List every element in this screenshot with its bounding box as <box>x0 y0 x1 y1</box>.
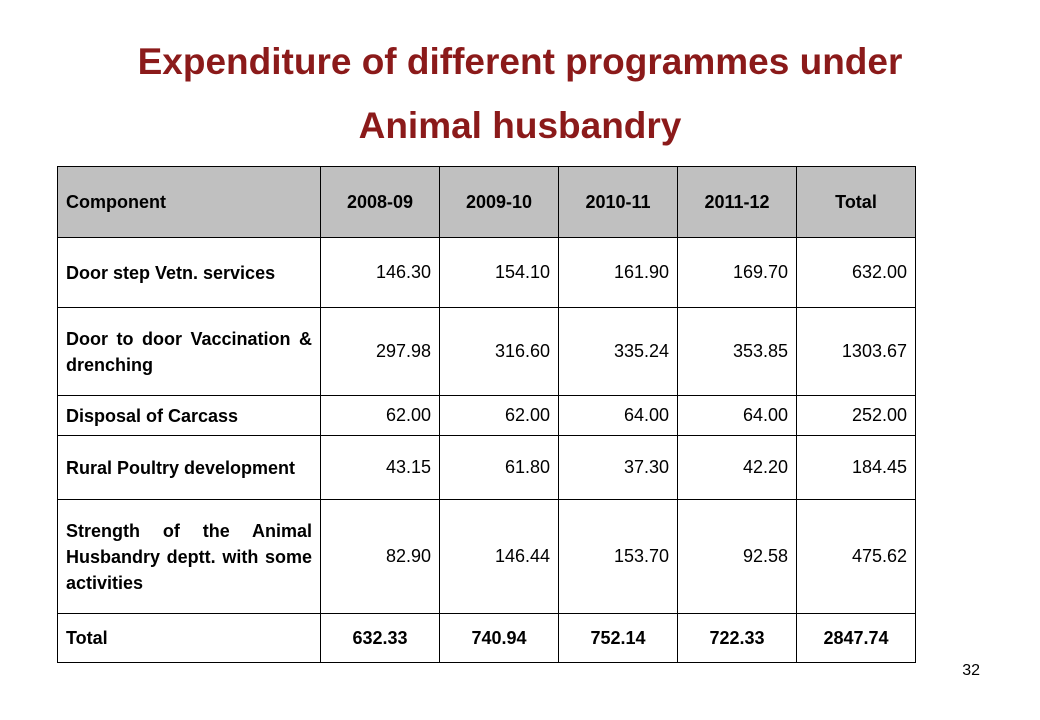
cell-value: 335.24 <box>558 307 678 396</box>
cell-value: 184.45 <box>796 435 916 500</box>
cell-total-value: 752.14 <box>558 613 678 663</box>
table-header-row: Component 2008-09 2009-10 2010-11 2011-1… <box>57 166 916 238</box>
cell-value: 632.00 <box>796 237 916 308</box>
cell-value: 64.00 <box>677 395 797 436</box>
row-component-label: Disposal of Carcass <box>57 395 321 436</box>
page-number: 32 <box>962 662 980 679</box>
row-component-label: Strength of the Animal Husbandry deptt. … <box>57 499 321 614</box>
cell-total-value: 632.33 <box>320 613 440 663</box>
header-total: Total <box>796 166 916 238</box>
cell-value: 252.00 <box>796 395 916 436</box>
header-2011-12: 2011-12 <box>677 166 797 238</box>
cell-value: 82.90 <box>320 499 440 614</box>
cell-value: 146.44 <box>439 499 559 614</box>
cell-value: 62.00 <box>320 395 440 436</box>
cell-total-value: 722.33 <box>677 613 797 663</box>
row-component-label: Rural Poultry development <box>57 435 321 500</box>
table-row: Door step Vetn. services 146.30 154.10 1… <box>57 237 916 308</box>
cell-value: 1303.67 <box>796 307 916 396</box>
cell-value: 61.80 <box>439 435 559 500</box>
header-2009-10: 2009-10 <box>439 166 559 238</box>
cell-value: 169.70 <box>677 237 797 308</box>
table-total-row: Total 632.33 740.94 752.14 722.33 2847.7… <box>57 613 916 663</box>
cell-value: 43.15 <box>320 435 440 500</box>
cell-value: 62.00 <box>439 395 559 436</box>
cell-value: 297.98 <box>320 307 440 396</box>
cell-value: 153.70 <box>558 499 678 614</box>
title-line-2: Animal husbandry <box>358 105 682 146</box>
cell-value: 475.62 <box>796 499 916 614</box>
expenditure-table: Component 2008-09 2009-10 2010-11 2011-1… <box>57 166 916 663</box>
cell-value: 146.30 <box>320 237 440 308</box>
row-component-label: Total <box>57 613 321 663</box>
row-component-label: Door to door Vaccination & drenching <box>57 307 321 396</box>
cell-value: 353.85 <box>677 307 797 396</box>
cell-value: 154.10 <box>439 237 559 308</box>
cell-value: 64.00 <box>558 395 678 436</box>
table-row: Rural Poultry development 43.15 61.80 37… <box>57 435 916 500</box>
header-2010-11: 2010-11 <box>558 166 678 238</box>
cell-value: 42.20 <box>677 435 797 500</box>
table-row: Door to door Vaccination & drenching 297… <box>57 307 916 396</box>
cell-value: 161.90 <box>558 237 678 308</box>
table-row: Strength of the Animal Husbandry deptt. … <box>57 499 916 614</box>
header-component: Component <box>57 166 321 238</box>
header-2008-09: 2008-09 <box>320 166 440 238</box>
table-row: Disposal of Carcass 62.00 62.00 64.00 64… <box>57 395 916 436</box>
cell-value: 316.60 <box>439 307 559 396</box>
row-component-label: Door step Vetn. services <box>57 237 321 308</box>
cell-value: 37.30 <box>558 435 678 500</box>
cell-total-value: 740.94 <box>439 613 559 663</box>
cell-total-value: 2847.74 <box>796 613 916 663</box>
title-line-1: Expenditure of different programmes unde… <box>137 41 903 82</box>
slide-title: Expenditure of different programmes unde… <box>0 30 1040 158</box>
cell-value: 92.58 <box>677 499 797 614</box>
